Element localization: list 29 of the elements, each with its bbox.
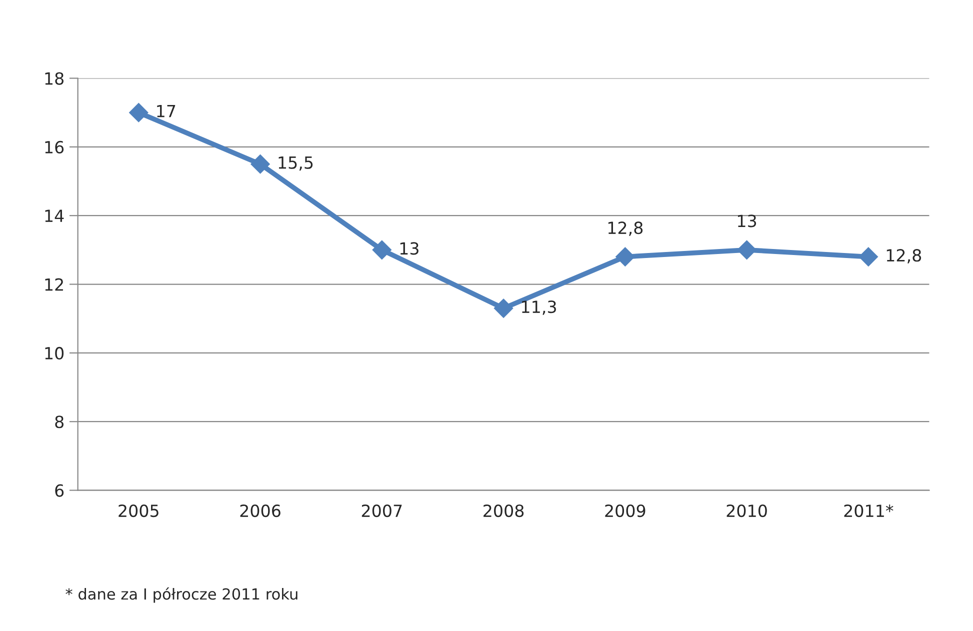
data-label: 13 [738,214,756,228]
point [737,240,756,260]
x-tick-label: 2006 [240,504,280,518]
x-tick-label: 2005 [118,504,158,518]
point [372,240,392,260]
data-label: 13 [400,242,418,255]
point [616,247,635,266]
point [494,298,514,318]
point [250,154,270,174]
data-label: 17 [157,105,176,118]
x-tick-label: 2007 [362,504,402,518]
x-tick-label: 2010 [726,504,767,518]
y-tick-label: 14 [45,210,64,222]
data-label: 12,8 [886,249,922,264]
x-tick-label: 2008 [484,504,524,518]
y-tick-label: 18 [45,72,64,85]
x-tick-label: 2011* [844,504,894,518]
data-label: 11,3 [522,300,556,315]
y-tick-label: 8 [55,416,64,428]
y-tick-label: 16 [45,140,64,154]
y-tick-label: 10 [45,346,64,360]
data-label: 12,8 [608,222,643,236]
y-tick-label: 6 [55,484,64,497]
data-label: 15,5 [278,156,313,171]
x-tick-label: 2009 [605,504,646,518]
y-tick-label: 12 [45,278,63,291]
point [858,247,878,266]
text: * dane za I półrocze 2011 roku [66,587,298,603]
point [129,103,148,122]
